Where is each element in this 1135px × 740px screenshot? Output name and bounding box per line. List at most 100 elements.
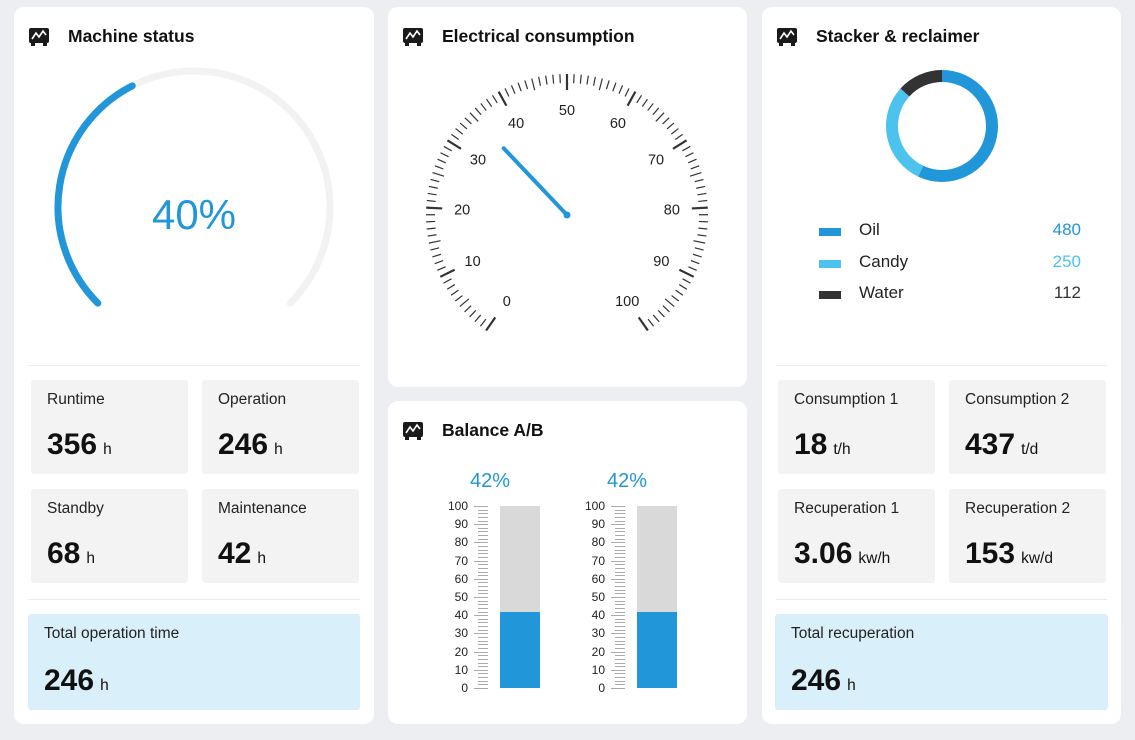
electrical-gauge: 0 10 20 30 40 50 60 70 80 90 100 [425,74,709,332]
legend-label: Water [859,283,904,302]
gauge-tick [637,316,649,332]
stat-label: Operation [218,391,287,408]
gauge-tick [474,107,482,116]
gauge-tick [624,88,630,97]
stat-value: 356 [47,428,98,461]
scale-tick [611,688,625,689]
scale-tick [615,673,625,675]
machine-icon [402,419,424,441]
gauge-tick-label: 70 [648,152,664,168]
legend-swatch [819,291,841,299]
gauge-tick [440,152,449,158]
scale-tick [615,618,625,620]
bar-percent-label: 42% [470,470,511,492]
card-title: Balance A/B [442,419,544,440]
scale-tick [474,506,488,507]
scale-tick [615,546,625,548]
scale-tick [478,556,488,558]
stat-unit: kw/d [1021,550,1053,567]
scale-tick [478,604,488,606]
total-label: Total recuperation [791,625,915,642]
scale-tick [478,658,488,660]
scale-tick [478,509,488,511]
scale-tick [615,658,625,660]
bar-percent-label: 42% [607,470,648,492]
scale-tick [478,647,488,649]
gauge-tick [524,80,529,90]
stat-unit: kw/h [858,550,891,567]
stat-label: Standby [47,500,104,517]
stat-unit: h [274,441,283,458]
scale-tick [478,644,488,646]
gauge-tick [698,199,708,203]
scale-tick [478,513,488,515]
scale-tick [478,666,488,668]
gauge-tick [464,305,472,313]
gauge-tick [497,91,508,107]
scale-tick [478,637,488,639]
scale-label: 30 [591,626,605,641]
scale-tick [478,640,488,642]
gauge-tick [674,133,683,140]
stat-operation: Operation 246 h [202,380,359,474]
gauge-tick [426,227,436,230]
gauge-tick [670,128,679,135]
scale-tick [615,640,625,642]
gauge-tick-label: 10 [465,254,481,270]
scale-tick [478,567,488,569]
stacker-reclaimer-card: Stacker & reclaimer Oil 480 Candy 250 Wa… [762,7,1121,724]
total-value: 246 [44,664,95,697]
scale-tick [615,604,625,606]
gauge-tick [671,295,680,302]
divider [28,599,360,600]
gauge-tick [451,133,460,140]
gauge-tick [685,152,694,158]
scale-label: 10 [454,662,468,677]
electrical-header: Electrical consumption [402,25,635,47]
gauge-tick [694,178,704,183]
stat-unit: h [257,550,266,567]
scale-label: 80 [591,535,605,550]
balance-bar-b: 42% 100 90 80 70 60 50 40 30 20 10 0 [575,466,685,696]
legend-label: Candy [859,252,909,271]
scale-tick [474,633,488,635]
donut-slice-oil [918,70,998,182]
gauge-tick [437,158,447,164]
gauge-tick [672,139,688,150]
gauge-tick [697,192,707,196]
gauge-tick [657,310,665,318]
gauge-tick [694,247,704,251]
gauge-tick-label: 20 [454,203,470,219]
stat-recuperation-1: Recuperation 1 3.06 kw/h [778,489,935,583]
scale-tick [478,553,488,555]
scale-tick [478,564,488,566]
gauge-tick [450,289,459,296]
scale-tick [478,535,488,537]
scale-tick [478,586,488,588]
scale-tick [615,684,625,686]
total-operation-time: Total operation time 246 h [28,614,360,710]
legend-value: 480 [1052,220,1081,239]
stat-value: 3.06 [794,537,853,570]
gauge-tick [618,85,624,94]
scale-tick [615,556,625,558]
gauge-tick-label: 60 [610,116,626,132]
scale-tick [478,611,488,613]
stat-value: 18 [794,428,828,461]
gauge-tick [480,103,487,111]
scale-tick [611,560,625,562]
scale-tick [474,597,488,598]
gauge-tick-label: 30 [470,152,486,168]
scale-tick [615,622,625,624]
gauge-tick [675,289,684,296]
gauge-tick [428,185,438,189]
scale-tick [478,618,488,620]
stacker-donut-chart [886,70,998,182]
scale-tick [615,553,625,555]
gauge-tick [689,172,702,177]
scale-tick [615,655,625,657]
scale-tick [615,647,625,649]
scale-label: 40 [454,608,468,623]
gauge-tick [491,94,498,104]
stat-label: Recuperation 2 [965,500,1071,517]
